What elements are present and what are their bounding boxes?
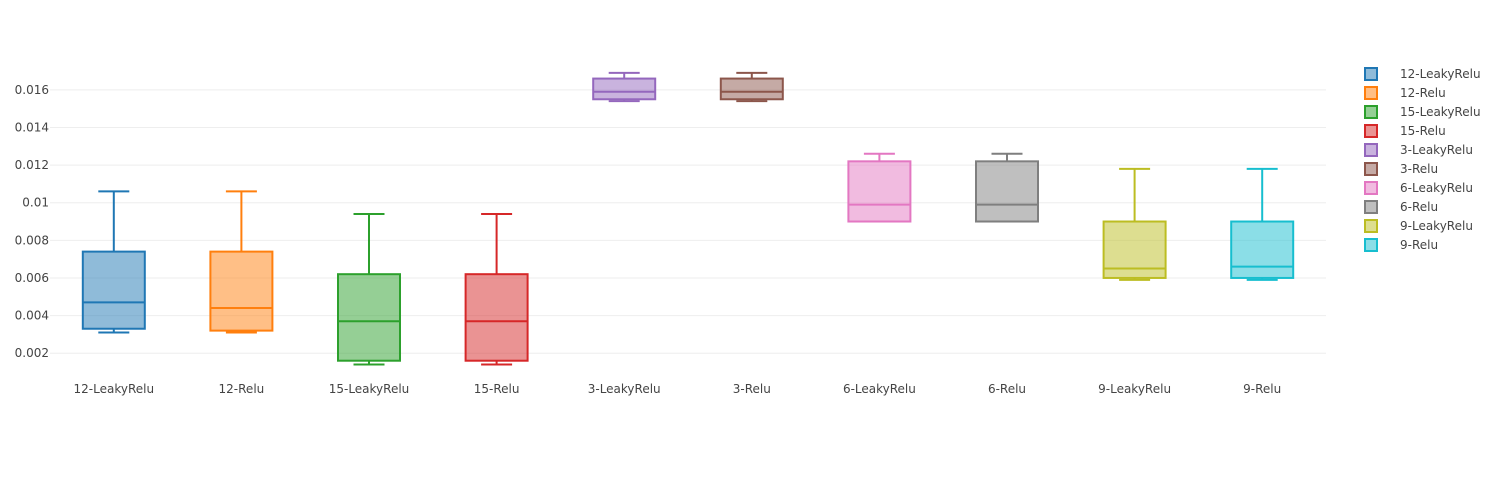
iqr-box: [81, 250, 146, 330]
box-12-leakyrelu: [81, 190, 146, 334]
legend: 12-LeakyRelu 12-Relu 15-LeakyRelu 15-Relu 3-…: [1364, 67, 1481, 252]
y-axis-ticks: 0.002 0.004 0.006 0.008 0.01 0.012 0.014 0.016: [15, 83, 49, 360]
x-tick-label: 9-LeakyRelu: [1098, 382, 1171, 396]
legend-label: 12-Relu: [1400, 86, 1446, 100]
legend-swatch: [1364, 181, 1378, 195]
iqr-box: [209, 250, 274, 332]
box-15-relu: [464, 213, 529, 366]
box-9-leakyrelu: [1102, 167, 1167, 281]
x-tick-label: 3-Relu: [733, 382, 771, 396]
legend-swatch: [1364, 124, 1378, 138]
box-3-leakyrelu: [592, 71, 657, 103]
legend-item-9-leakyrelu: 9-LeakyRelu: [1364, 219, 1473, 233]
box-9-relu: [1230, 167, 1295, 281]
legend-swatch: [1364, 162, 1378, 176]
y-tick-label: 0.012: [15, 158, 49, 172]
legend-item-6-relu: 6-Relu: [1364, 200, 1438, 214]
y-tick-label: 0.01: [22, 196, 49, 210]
legend-item-15-relu: 15-Relu: [1364, 124, 1446, 138]
iqr-box: [847, 160, 912, 223]
legend-swatch: [1364, 238, 1378, 252]
legend-label: 3-Relu: [1400, 162, 1438, 176]
legend-swatch: [1364, 143, 1378, 157]
iqr-box: [592, 77, 657, 101]
x-axis-ticks: 12-LeakyRelu 12-Relu 15-LeakyRelu 15-Relu 3-…: [74, 382, 1282, 396]
x-tick-label: 12-LeakyRelu: [74, 382, 155, 396]
x-tick-label: 15-LeakyRelu: [329, 382, 410, 396]
legend-item-6-leakyrelu: 6-LeakyRelu: [1364, 181, 1473, 195]
legend-item-3-relu: 3-Relu: [1364, 162, 1438, 176]
iqr-box: [337, 273, 401, 362]
y-tick-label: 0.014: [15, 120, 49, 134]
legend-swatch: [1364, 105, 1378, 119]
box-12-relu: [209, 190, 274, 334]
iqr-box: [719, 77, 784, 101]
x-tick-label: 9-Relu: [1243, 382, 1281, 396]
legend-swatch: [1364, 200, 1378, 214]
y-tick-label: 0.006: [15, 271, 49, 285]
legend-item-3-leakyrelu: 3-LeakyRelu: [1364, 143, 1473, 157]
iqr-box: [1230, 220, 1295, 279]
legend-label: 9-LeakyRelu: [1400, 219, 1473, 233]
legend-label: 15-LeakyRelu: [1400, 105, 1481, 119]
y-tick-label: 0.008: [15, 233, 49, 247]
box-3-relu: [719, 71, 784, 103]
x-tick-label: 15-Relu: [474, 382, 520, 396]
x-tick-label: 3-LeakyRelu: [588, 382, 661, 396]
legend-swatch: [1364, 86, 1378, 100]
y-tick-label: 0.004: [15, 309, 49, 323]
x-tick-label: 6-Relu: [988, 382, 1026, 396]
y-tick-label: 0.016: [15, 83, 49, 97]
legend-label: 6-LeakyRelu: [1400, 181, 1473, 195]
box-6-relu: [975, 152, 1039, 223]
legend-item-12-relu: 12-Relu: [1364, 86, 1446, 100]
legend-label: 6-Relu: [1400, 200, 1438, 214]
box-15-leakyrelu: [337, 213, 401, 366]
x-tick-label: 6-LeakyRelu: [843, 382, 916, 396]
y-tick-label: 0.002: [15, 346, 49, 360]
boxes-layer: [81, 71, 1295, 366]
legend-swatch: [1364, 67, 1378, 81]
legend-swatch: [1364, 219, 1378, 233]
box-6-leakyrelu: [847, 152, 912, 223]
iqr-box: [464, 273, 529, 362]
legend-item-9-relu: 9-Relu: [1364, 238, 1438, 252]
legend-item-12-leakyrelu: 12-LeakyRelu: [1364, 67, 1481, 81]
legend-label: 15-Relu: [1400, 124, 1446, 138]
legend-label: 3-LeakyRelu: [1400, 143, 1473, 157]
legend-label: 12-LeakyRelu: [1400, 67, 1481, 81]
legend-item-15-leakyrelu: 15-LeakyRelu: [1364, 105, 1481, 119]
legend-label: 9-Relu: [1400, 238, 1438, 252]
iqr-box: [975, 160, 1039, 223]
x-tick-label: 12-Relu: [219, 382, 265, 396]
